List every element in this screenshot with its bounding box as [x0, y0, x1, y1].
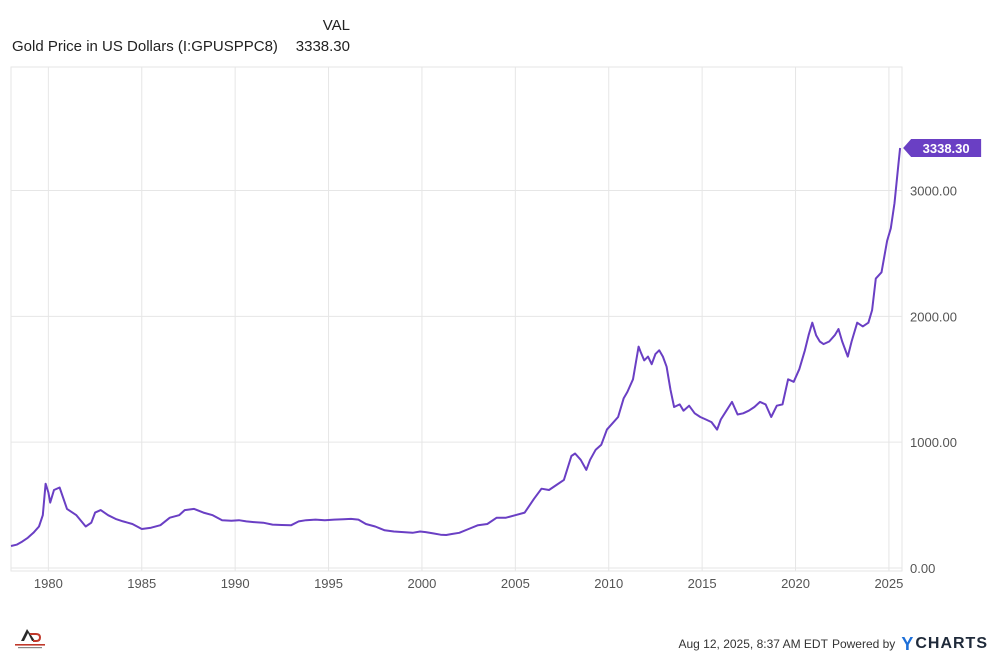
legend-series-value: 3338.30 [295, 38, 350, 55]
y-tick-label: 0.00 [910, 561, 935, 576]
last-value-flag-shape [903, 139, 982, 157]
x-tick-label: 2010 [594, 576, 623, 591]
legend-series-name[interactable]: Gold Price in US Dollars (I:GPUSPPC8) [12, 38, 278, 55]
x-tick-label: 1985 [127, 576, 156, 591]
last-value-flag: 3338.30 [903, 139, 982, 157]
gonzalo-returns-logo-icon [15, 629, 45, 649]
ycharts-y-icon: Y [901, 633, 915, 654]
y-tick-label: 3000.00 [910, 184, 957, 199]
x-tick-label: 2000 [407, 576, 436, 591]
plot-area [10, 66, 903, 572]
footer-powered-by: Powered by [831, 637, 896, 651]
x-tick-label: 2025 [874, 576, 903, 591]
x-tick-label: 2005 [501, 576, 530, 591]
y-tick-label: 2000.00 [910, 309, 957, 324]
x-tick-label: 2015 [688, 576, 717, 591]
legend: VAL Gold Price in US Dollars (I:GPUSPPC8… [12, 14, 357, 60]
footer: Aug 12, 2025, 8:37 AM EDT Powered by Y CH… [679, 634, 989, 654]
x-tick-label: 1990 [221, 576, 250, 591]
footer-timestamp: Aug 12, 2025, 8:37 AM EDT [678, 637, 828, 651]
x-tick-label: 1980 [34, 576, 63, 591]
last-value-label: 3338.30 [923, 141, 970, 156]
x-tick-label: 2020 [781, 576, 810, 591]
ycharts-logo[interactable]: Y CHARTS [901, 634, 988, 655]
series-line[interactable] [10, 147, 902, 547]
ycharts-brand-text: CHARTS [915, 635, 988, 652]
x-tick-label: 1995 [314, 576, 343, 591]
y-tick-label: 1000.00 [910, 435, 957, 450]
legend-column-header: VAL [322, 17, 350, 34]
